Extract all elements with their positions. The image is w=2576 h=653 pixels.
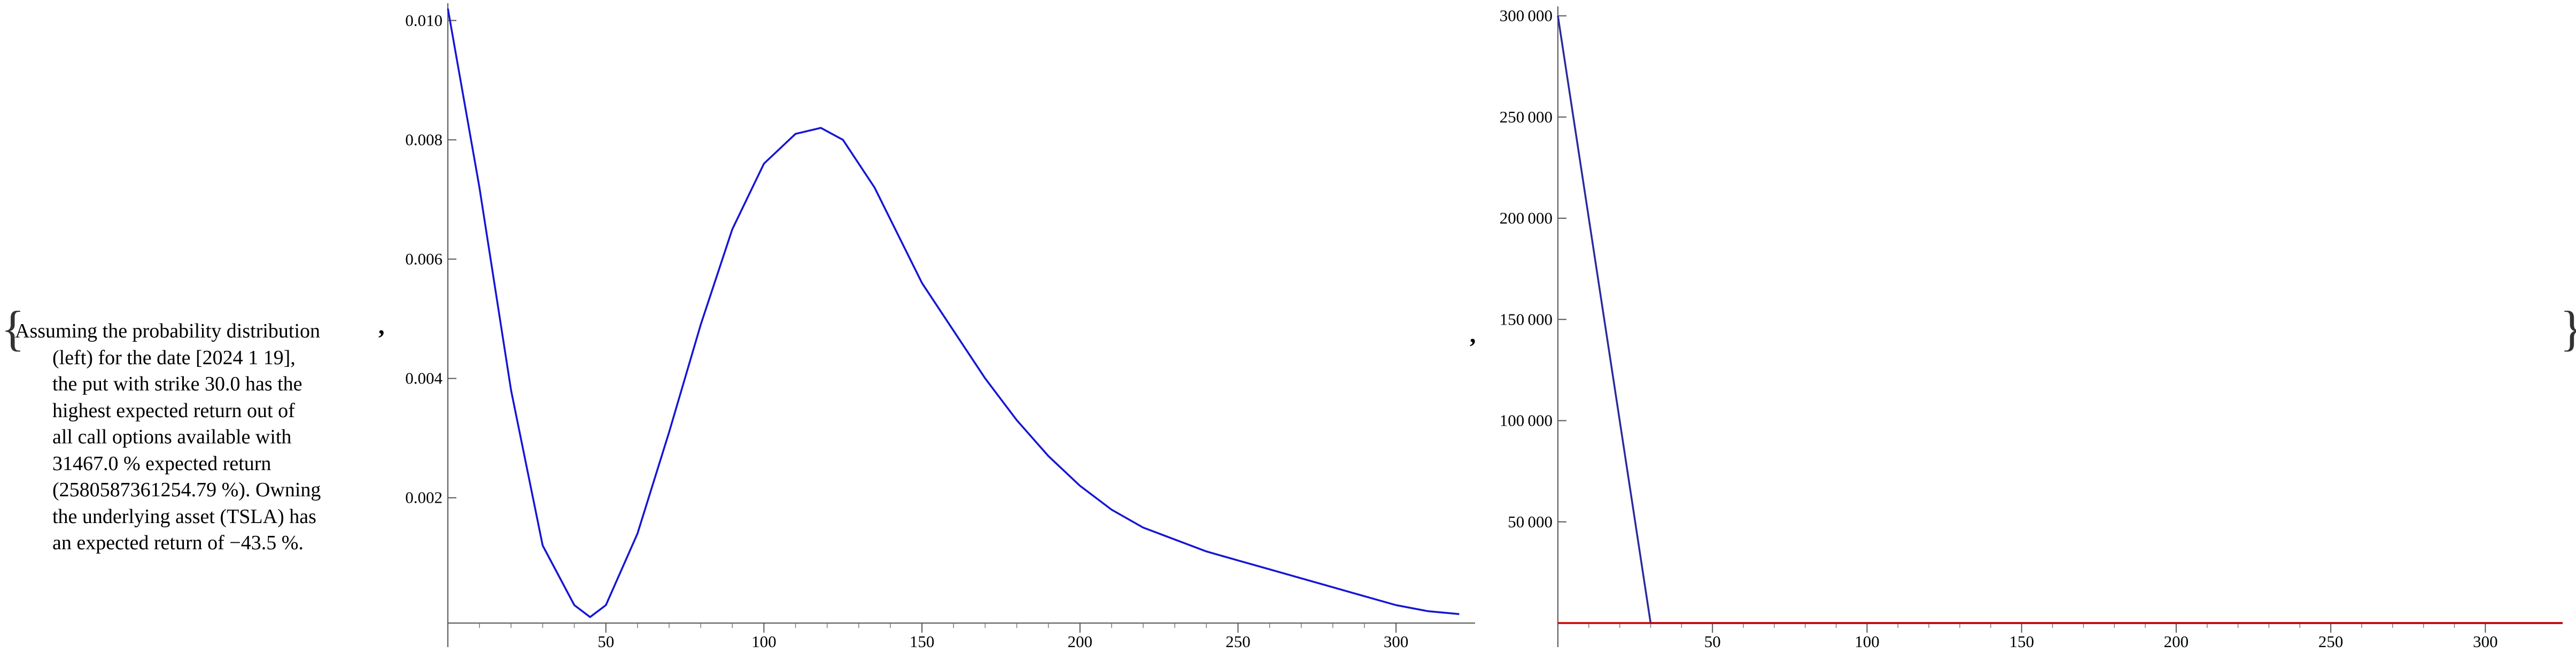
y-tick-label: 0.004 bbox=[405, 369, 443, 388]
caption-line: Assuming the probability distribution bbox=[15, 320, 321, 342]
list-separator-comma: , bbox=[378, 312, 385, 339]
y-tick-label: 0.010 bbox=[405, 11, 443, 29]
y-tick-label: 0.006 bbox=[405, 250, 443, 268]
y-tick-label: 0.008 bbox=[405, 130, 443, 149]
y-tick-label: 200 000 bbox=[1500, 209, 1553, 227]
open-brace: { bbox=[1, 301, 25, 356]
y-tick-label: 0.002 bbox=[405, 488, 443, 507]
y-tick-label: 300 000 bbox=[1500, 6, 1553, 25]
x-tick-label: 250 bbox=[2318, 632, 2344, 651]
caption-line: the put with strike 30.0 has the bbox=[52, 373, 302, 395]
x-tick-label: 300 bbox=[1384, 632, 1409, 651]
x-tick-label: 300 bbox=[2473, 632, 2498, 651]
x-tick-label: 150 bbox=[2009, 632, 2034, 651]
caption-line: (left) for the date [2024 1 19], bbox=[52, 346, 296, 369]
caption-line: highest expected return out of bbox=[52, 399, 295, 422]
close-brace: } bbox=[2560, 304, 2576, 353]
caption-line: (2580587361254.79 %). Owning bbox=[52, 479, 321, 501]
series-line bbox=[1557, 16, 2563, 624]
y-tick-label: 250 000 bbox=[1500, 107, 1553, 126]
caption-line: 31467.0 % expected return bbox=[52, 452, 271, 475]
series-line bbox=[447, 8, 1460, 618]
caption-line: all call options available with bbox=[52, 426, 292, 448]
y-tick-label: 150 000 bbox=[1500, 310, 1553, 328]
caption-line: an expected return of −43.5 %. bbox=[52, 532, 304, 554]
caption-line: the underlying asset (TSLA) has bbox=[52, 505, 316, 528]
x-tick-label: 150 bbox=[910, 632, 935, 651]
x-tick-label: 100 bbox=[751, 632, 777, 651]
x-tick-label: 50 bbox=[598, 632, 614, 651]
y-tick-label: 50 000 bbox=[1508, 512, 1553, 531]
x-tick-label: 100 bbox=[1855, 632, 1880, 651]
x-tick-label: 200 bbox=[1068, 632, 1093, 651]
list-separator-comma: , bbox=[1470, 320, 1476, 348]
result-caption: Assuming the probability distribution (l… bbox=[15, 318, 389, 557]
x-tick-label: 250 bbox=[1225, 632, 1251, 651]
y-tick-label: 100 000 bbox=[1500, 411, 1553, 430]
x-tick-label: 200 bbox=[2164, 632, 2189, 651]
x-tick-label: 50 bbox=[1704, 632, 1721, 651]
